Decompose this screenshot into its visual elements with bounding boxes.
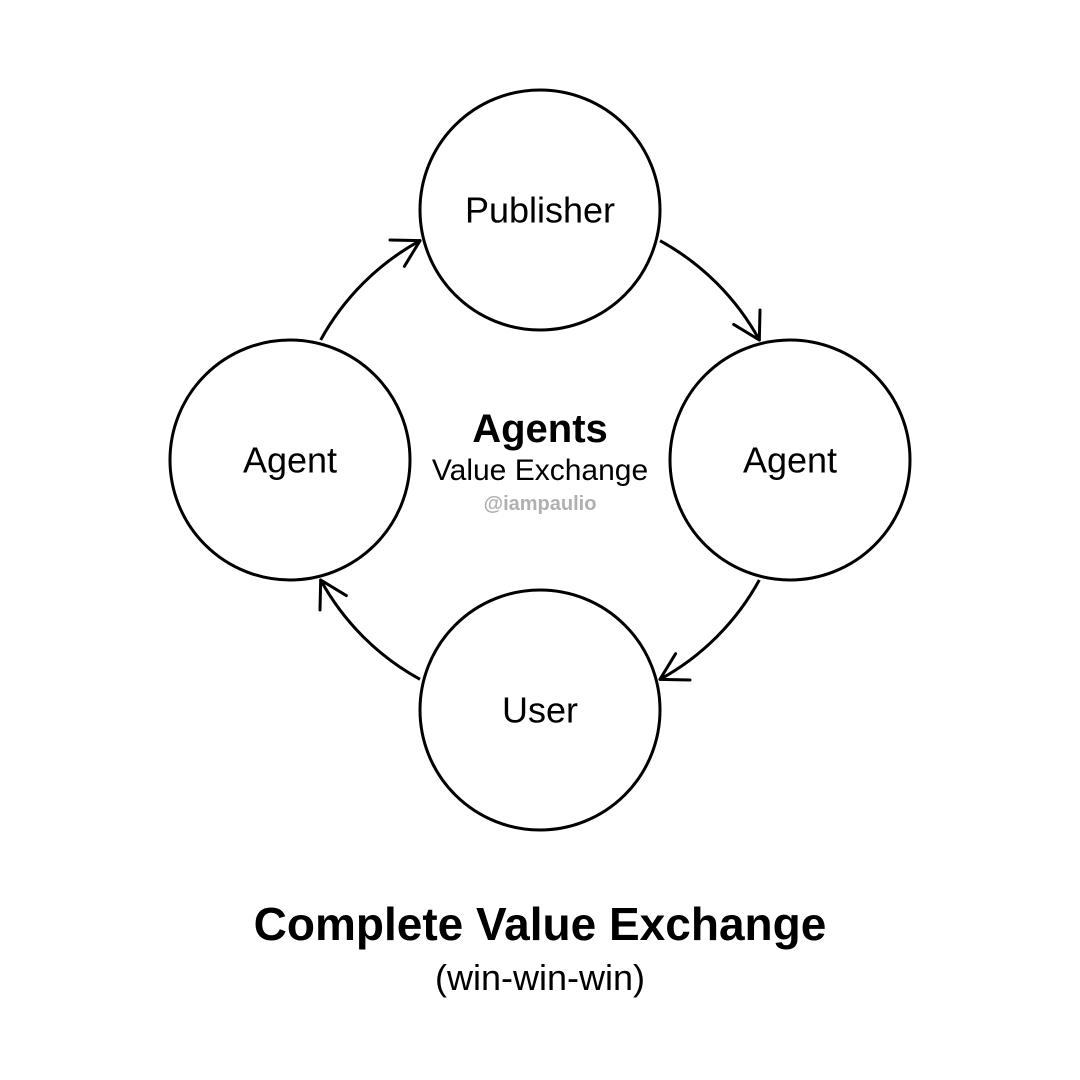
arrowhead-line <box>759 310 760 340</box>
footer-title: Complete Value Exchange <box>254 898 827 950</box>
footer-subtitle: (win-win-win) <box>435 957 645 998</box>
arrowhead-line <box>660 679 690 680</box>
flow-edge <box>321 241 420 340</box>
node-label-agent_right: Agent <box>743 440 837 481</box>
center-title: Agents <box>472 407 608 451</box>
node-label-user: User <box>502 690 578 731</box>
flow-edge <box>660 241 759 340</box>
value-exchange-diagram: Publisher Agent User Agent AgentsValue Excha… <box>0 0 1080 1080</box>
node-label-agent_left: Agent <box>243 440 337 481</box>
arrowhead-line <box>320 580 321 610</box>
flow-edge <box>660 580 759 679</box>
node-label-publisher: Publisher <box>465 190 615 231</box>
arrowhead-line <box>390 240 420 241</box>
flow-edge <box>321 580 420 679</box>
center-subtitle: Value Exchange <box>432 454 648 487</box>
center-handle: @iampaulio <box>484 493 597 515</box>
